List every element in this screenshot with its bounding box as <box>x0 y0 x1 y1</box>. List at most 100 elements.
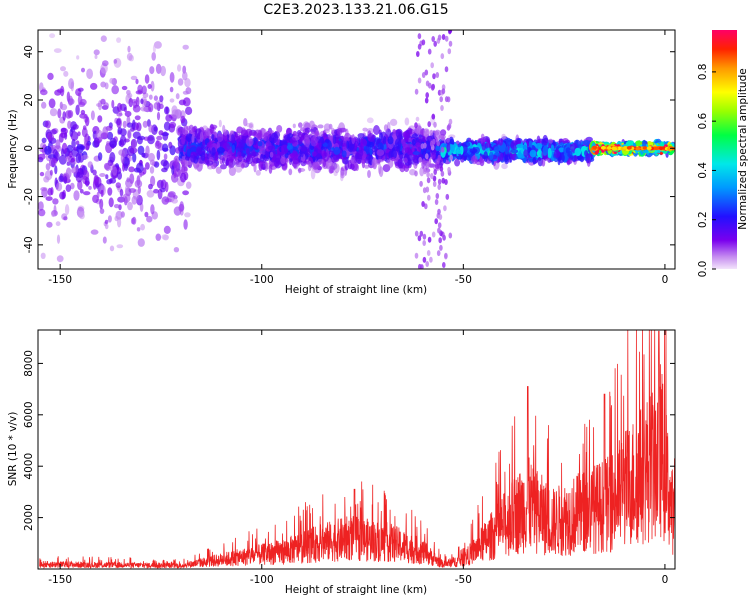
spectrogram-blob <box>414 230 419 237</box>
spectrogram-blob <box>63 70 69 77</box>
spectrogram-blob <box>62 111 66 121</box>
spectrogram-blob <box>181 134 186 145</box>
spectrogram-xlabel: Height of straight line (km) <box>285 284 427 296</box>
spectrogram-blob <box>439 96 444 103</box>
spectrogram-blob <box>251 151 259 157</box>
spectrogram-blob <box>340 171 345 179</box>
spectrogram-blob <box>93 49 100 56</box>
spectrogram-blob <box>471 155 478 165</box>
spectrogram-blob <box>79 189 84 194</box>
spectrogram-blob <box>558 138 563 143</box>
y-tick-label: 40 <box>23 45 35 58</box>
spectrogram-blob <box>350 156 355 164</box>
spectrogram-blob <box>446 142 451 153</box>
spectrogram-blob <box>245 148 250 155</box>
spectrogram-ylabel: Frequency (Hz) <box>7 109 19 188</box>
spectrogram-blob <box>510 149 519 154</box>
spectrogram-blob <box>431 36 436 42</box>
spectrogram-blob <box>47 72 54 80</box>
spectrogram-blob <box>180 165 188 174</box>
spectrogram-blob <box>158 130 164 136</box>
spectrogram-blob <box>136 227 141 232</box>
spectrogram-blob <box>99 208 105 215</box>
spectrogram-peak <box>611 146 617 151</box>
spectrogram-blob <box>373 125 380 135</box>
spectrogram-blob <box>66 161 71 166</box>
spectrogram-blob <box>58 154 67 165</box>
spectrogram-blob <box>371 146 378 153</box>
spectrogram-blob <box>448 30 453 34</box>
spectrogram-blob <box>109 152 116 163</box>
spectrogram-blob <box>286 144 293 150</box>
spectrogram-blob <box>415 142 422 148</box>
spectrogram-blob <box>100 189 104 197</box>
spectrogram-blob <box>156 135 163 141</box>
spectrogram-blob <box>105 174 109 180</box>
spectrogram-blob <box>109 178 113 184</box>
spectrogram-blob <box>441 88 446 95</box>
spectrogram-blob <box>184 78 191 88</box>
spectrogram-blob <box>371 157 378 168</box>
spectrogram-blob <box>67 120 72 129</box>
spectrogram-blob <box>209 123 215 134</box>
spectrogram-blob <box>418 263 422 269</box>
spectrogram-peak <box>606 146 612 150</box>
spectrogram-blob <box>75 104 80 116</box>
spectrogram-blob <box>427 194 431 201</box>
spectrogram-peak <box>646 146 652 150</box>
spectrogram-blob <box>407 154 413 162</box>
spectrogram-blob <box>267 145 274 150</box>
spectrogram-blob <box>568 150 573 158</box>
spectrogram-blob <box>56 234 61 244</box>
spectrogram-blob <box>439 165 444 172</box>
spectrogram-blob <box>171 172 179 183</box>
spectrogram-blob <box>60 148 65 156</box>
spectrogram-blob <box>199 131 204 142</box>
spectrogram-blob <box>510 140 519 150</box>
spectrogram-blob <box>211 164 217 170</box>
spectrogram-blob <box>469 148 478 154</box>
spectrogram-blob <box>150 80 155 92</box>
spectrogram-peak <box>623 146 629 150</box>
spectrogram-blob <box>542 134 548 146</box>
spectrogram-peak <box>635 146 641 151</box>
spectrogram-blob <box>499 152 504 161</box>
spectrogram-blob <box>437 222 442 229</box>
spectrogram-blob <box>434 199 439 205</box>
x-tick-label: -150 <box>48 574 72 586</box>
spectrogram-blob <box>436 140 441 147</box>
spectrogram-blob <box>424 203 428 210</box>
spectrogram-blob <box>405 143 413 148</box>
spectrogram-blob <box>131 138 138 149</box>
spectrogram-blob <box>274 157 282 169</box>
spectrogram-blob <box>432 175 437 182</box>
spectrogram-blob <box>144 74 150 84</box>
spectrogram-blob <box>437 34 442 41</box>
spectrogram-blob <box>454 158 461 167</box>
spectrogram-blob <box>501 163 508 170</box>
spectrogram-blob <box>86 68 93 80</box>
spectrogram-blob <box>317 158 325 164</box>
spectrogram-blob <box>60 103 68 111</box>
spectrogram-blob <box>137 135 146 141</box>
spectrogram-blob <box>114 215 119 222</box>
spectrogram-blob <box>418 138 423 144</box>
spectrogram-blob <box>83 191 91 196</box>
spectrogram-blob <box>156 111 161 121</box>
spectrogram-blob <box>65 156 71 162</box>
y-tick-label: 4000 <box>23 453 35 480</box>
spectrogram-blob <box>240 129 249 137</box>
spectrogram-blob <box>434 218 439 225</box>
spectrogram-blob <box>420 129 424 136</box>
spectrogram-blob <box>161 196 170 205</box>
spectrogram-blob <box>367 133 375 142</box>
spectrogram-blob <box>307 160 312 172</box>
spectrogram-blob <box>203 131 209 137</box>
spectrogram-blob <box>289 137 296 144</box>
spectrogram-blob <box>425 261 430 267</box>
snr-panel: -150 -100 -50 0 2000 4000 6000 8000 Height of … <box>7 329 676 596</box>
spectrogram-peak <box>642 146 648 150</box>
spectrogram-blob <box>164 106 170 115</box>
spectrogram-blob <box>60 127 68 135</box>
spectrogram-blob <box>126 122 134 128</box>
